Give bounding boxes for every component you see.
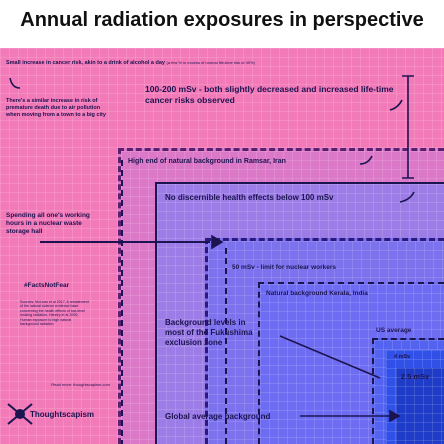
brand: Thoughtscapism (30, 410, 95, 419)
no-effects: No discernible health effects below 100 … (165, 193, 334, 202)
curl-arrow (389, 99, 403, 111)
workers: 50 mSv - limit for nuclear workers (232, 264, 337, 271)
range-text: 100-200 mSv - both slightly decreased an… (145, 84, 394, 105)
fukushima: Background levels in most of the Fukushi… (165, 318, 253, 347)
dashed-guide (121, 160, 227, 444)
banner-text: Small increase in cancer risk, akin to a… (6, 60, 165, 66)
kerala: Natural background Kerala, India (266, 290, 368, 297)
hashtag: #FactsNotFear (24, 282, 70, 289)
two-five-layer (396, 368, 444, 444)
arrow-head (389, 409, 401, 423)
curl-arrow (359, 155, 373, 165)
logo (7, 403, 33, 425)
banner: Small increase in cancer risk, akin to a… (6, 60, 255, 67)
waste-hall: Spending all one's working hours in a nu… (6, 212, 90, 236)
title: Annual radiation exposures in perspectiv… (20, 9, 424, 31)
sources: Sources: McLean et al 2017, A restatemen… (20, 300, 89, 327)
curl-arrow (9, 77, 21, 89)
ramsar: High end of natural background in Ramsar… (128, 158, 286, 165)
curl-arrow (399, 191, 415, 203)
air-pollution: There's a similar increase in risk of pr… (6, 98, 106, 118)
us-average: US average (376, 327, 412, 334)
fukushima-arrow (279, 335, 381, 379)
bracket (402, 75, 414, 179)
two-five: 2.5 mSv (400, 372, 430, 381)
banner-note: (a few % in excess of normal life-time r… (166, 60, 255, 65)
four: 4 mSv (394, 354, 411, 360)
global: Global average background (165, 412, 271, 421)
read-more: Read more: thoughtscapism.com (51, 382, 110, 387)
arrow-head (211, 234, 224, 250)
